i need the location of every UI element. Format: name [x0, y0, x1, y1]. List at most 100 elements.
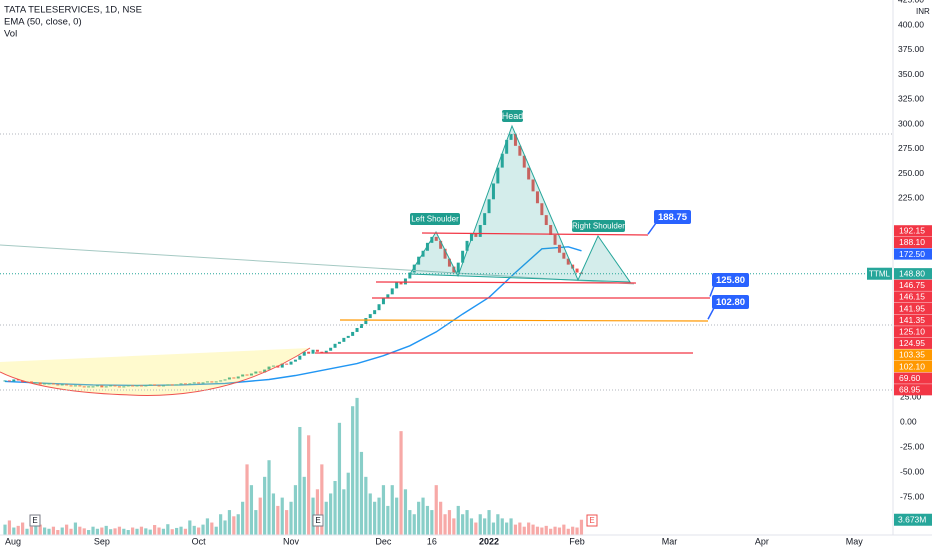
volume-bar — [320, 464, 324, 535]
volume-bar — [496, 514, 500, 535]
volume-bar — [219, 514, 223, 535]
volume-bar — [443, 514, 447, 535]
volume-bar — [25, 528, 29, 535]
volume-bar — [258, 497, 262, 535]
volume-bar — [505, 522, 509, 535]
candle — [549, 225, 553, 235]
volume-bar — [289, 501, 293, 535]
candle — [553, 234, 557, 245]
candle — [161, 385, 165, 387]
candle — [43, 383, 47, 385]
candle — [285, 363, 289, 365]
candle — [329, 347, 333, 351]
volume-bar — [139, 526, 144, 535]
candle — [34, 382, 38, 384]
volume-bar — [267, 460, 271, 535]
candle — [566, 258, 570, 265]
candle — [342, 337, 346, 342]
candle — [562, 252, 566, 259]
volume-bar — [412, 514, 416, 535]
vol-legend: Vol — [4, 29, 17, 40]
volume-bar — [351, 406, 355, 535]
volume-bar — [421, 497, 425, 535]
volume-bar — [381, 485, 386, 535]
price-badge-label: 146.75 — [899, 280, 925, 290]
candle — [474, 232, 478, 237]
volume-bar — [500, 518, 504, 535]
head-label-box — [502, 110, 523, 122]
left-shoulder-label: Left Shoulder — [411, 215, 459, 224]
candle — [179, 383, 183, 385]
candle — [241, 374, 245, 377]
price-badge-label: 172.50 — [899, 249, 925, 259]
candle — [513, 133, 517, 146]
candle — [267, 366, 271, 370]
earnings-box — [312, 514, 324, 527]
volume-bar — [553, 526, 557, 535]
volume-bar — [135, 528, 139, 535]
y-tick-label: 250.00 — [898, 168, 924, 178]
volume-bar — [73, 522, 78, 535]
volume-bar — [544, 525, 548, 535]
vol-axis-label: -25.00 — [900, 441, 924, 451]
volume-bar — [95, 528, 100, 535]
x-tick-label: Oct — [192, 536, 207, 546]
candle — [60, 384, 64, 386]
volume-bar — [179, 526, 183, 535]
volume-bar — [566, 528, 570, 535]
volume-bar — [531, 524, 535, 535]
volume-bar — [82, 528, 86, 535]
volume-bar — [249, 485, 254, 535]
volume-bar — [364, 476, 368, 535]
volume-bar — [144, 528, 148, 535]
volume-bar — [527, 522, 531, 535]
volume-bar — [7, 520, 12, 535]
x-tick-label: Aug — [5, 536, 21, 546]
candle — [157, 385, 161, 387]
price-badge — [894, 349, 932, 361]
callout-tail — [709, 285, 715, 297]
x-tick-label: Sep — [94, 536, 110, 546]
candle — [544, 215, 548, 226]
cup-curve — [0, 347, 311, 396]
candle — [395, 282, 399, 289]
volume-bar — [109, 529, 113, 535]
volume-bar — [175, 527, 179, 535]
volume-bar — [12, 527, 16, 535]
callout-box — [654, 210, 691, 224]
candle — [518, 145, 522, 156]
candle — [320, 351, 324, 353]
volume-bar — [91, 526, 95, 535]
level-line — [375, 281, 637, 284]
candle — [227, 377, 231, 380]
candle — [201, 382, 205, 384]
candle — [113, 385, 117, 387]
volume-bar — [122, 528, 126, 535]
candle — [456, 262, 460, 273]
candle — [483, 213, 487, 226]
candle — [346, 335, 350, 338]
candle — [78, 385, 82, 387]
price-badge-label: 192.15 — [899, 226, 925, 236]
price-badge-label: 69.60 — [899, 373, 921, 383]
volume-bar — [315, 489, 320, 535]
candle — [324, 350, 328, 353]
candle — [214, 381, 218, 383]
volume-bar — [461, 514, 465, 535]
volume-bar — [78, 526, 82, 535]
price-badge — [894, 268, 932, 280]
candle — [535, 191, 539, 204]
candle — [447, 258, 451, 267]
series-layer — [3, 133, 584, 535]
volume-bar — [210, 522, 214, 535]
y-tick-label: 225.00 — [898, 193, 924, 203]
candle — [522, 155, 526, 168]
candle — [443, 248, 447, 259]
volume-bar — [223, 520, 227, 535]
volume-bar — [69, 528, 73, 535]
price-badge — [894, 384, 932, 396]
volume-bar — [104, 525, 108, 535]
volume-bar — [131, 527, 135, 535]
volume-bar — [487, 510, 491, 535]
earnings-label: E — [589, 516, 594, 525]
